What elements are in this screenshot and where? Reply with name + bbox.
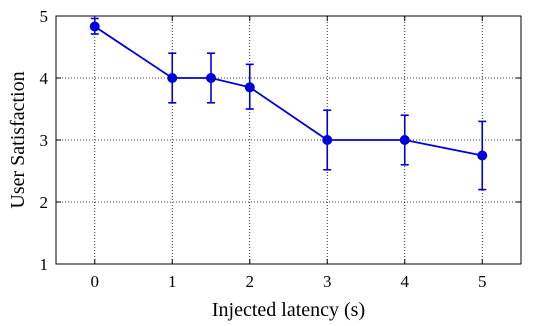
- x-axis-label: Injected latency (s): [212, 299, 365, 321]
- y-tick-label: 4: [40, 69, 49, 88]
- y-tick-label: 3: [40, 131, 49, 150]
- y-tick-label: 5: [40, 7, 49, 26]
- ticks: [56, 15, 521, 265]
- data-point: [89, 21, 100, 32]
- plot-frame: [55, 15, 522, 265]
- x-tick-label: 5: [478, 272, 487, 291]
- x-tick-label: 1: [168, 272, 177, 291]
- x-tick-label: 3: [323, 272, 332, 291]
- y-tick-label: 2: [40, 193, 49, 212]
- data-point: [477, 150, 488, 161]
- x-tick-label: 2: [246, 272, 255, 291]
- data-point: [206, 73, 216, 83]
- series-layer: [89, 17, 488, 191]
- data-point: [399, 135, 410, 145]
- x-tick-label: 0: [91, 272, 100, 291]
- y-axis-label: User Satisfaction: [7, 71, 29, 208]
- x-tick-label: 4: [401, 272, 410, 291]
- data-point: [322, 135, 333, 145]
- data-point: [244, 82, 255, 93]
- y-tick-label: 1: [40, 255, 49, 274]
- tick-labels: 0 1 2 3 4 5 1 2 3 4 5: [40, 7, 487, 291]
- data-point: [167, 73, 178, 83]
